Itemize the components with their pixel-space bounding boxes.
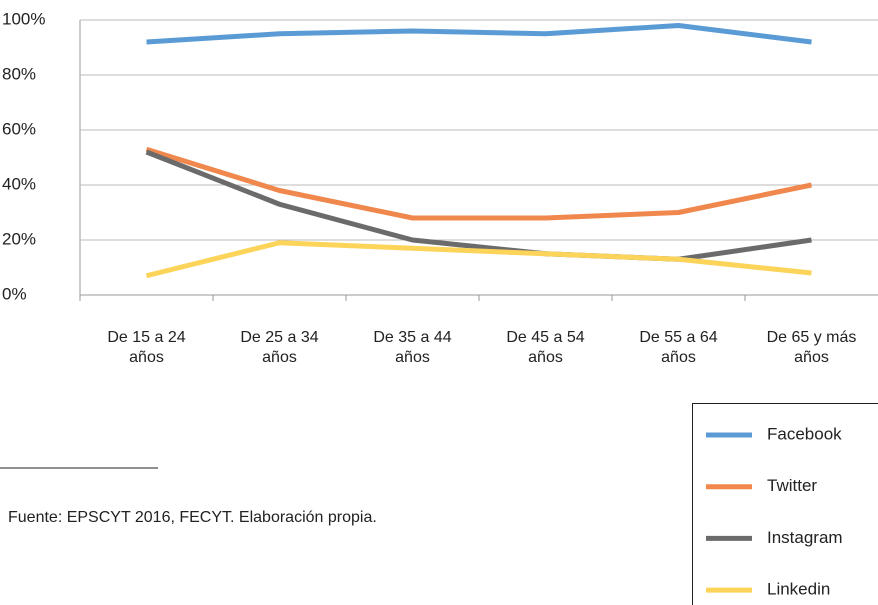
line-series — [146, 23, 812, 45]
y-tick-label: 80% — [2, 64, 36, 83]
x-tick-label: De 35 a 44 años — [373, 329, 452, 366]
y-tick-label: 40% — [2, 174, 36, 193]
legend-label: Instagram — [767, 528, 843, 547]
legend-label: Twitter — [767, 476, 817, 495]
y-tick-label: 20% — [2, 229, 36, 248]
legend-label: Facebook — [767, 424, 842, 443]
line-series — [145, 240, 812, 279]
line-series — [145, 146, 813, 221]
x-tick-label: De 15 a 24 años — [107, 329, 186, 366]
source-note: Fuente: EPSCYT 2016, FECYT. Elaboración … — [8, 509, 377, 526]
x-tick-label: De 65 y más años — [766, 329, 857, 366]
x-tick-label: De 25 a 34 años — [240, 329, 319, 366]
y-tick-label: 0% — [2, 284, 27, 303]
y-tick-label: 60% — [2, 119, 36, 138]
x-tick-label: De 55 a 64 años — [639, 329, 718, 366]
y-tick-label: 100% — [2, 9, 45, 28]
legend-label: Linkedin — [767, 580, 830, 599]
x-tick-label: De 45 a 54 años — [506, 329, 585, 366]
line-series — [145, 149, 812, 262]
